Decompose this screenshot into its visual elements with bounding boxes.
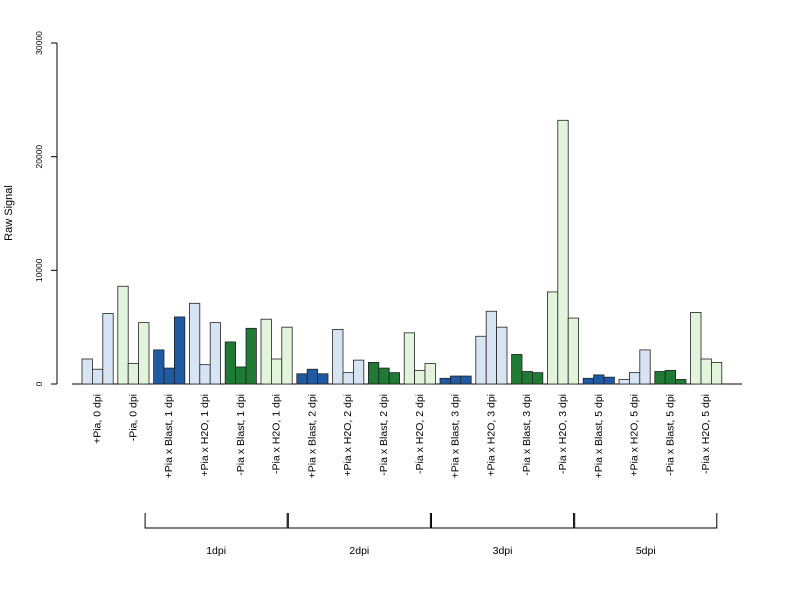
group-bracket (144, 513, 288, 529)
bar (163, 367, 175, 385)
bar (281, 326, 293, 385)
group-bracket (287, 513, 431, 529)
group-bracket-label: 5dpi (636, 545, 656, 557)
x-tick-label: -Pia x Blast, 5 dpi (664, 394, 676, 476)
bar (521, 371, 533, 385)
bar (117, 285, 129, 385)
bar (485, 310, 498, 385)
x-tick-label: -Pia x H2O, 5 dpi (700, 394, 712, 474)
bar (547, 291, 559, 385)
bar (711, 362, 723, 385)
y-axis-label: Raw Signal (3, 185, 15, 241)
bar (629, 372, 641, 385)
bar (403, 332, 416, 385)
x-tick-label: -Pia x H2O, 2 dpi (414, 394, 426, 474)
x-tick-label: +Pia x Blast, 5 dpi (593, 394, 605, 478)
bar (342, 372, 354, 385)
bar (388, 372, 401, 385)
bar (332, 329, 344, 385)
bar (102, 313, 114, 385)
bar (270, 358, 283, 385)
bar (475, 335, 487, 385)
x-tick-label: -Pia x Blast, 3 dpi (521, 394, 533, 476)
x-tick-label: -Pia x Blast, 1 dpi (235, 394, 247, 476)
bar (352, 359, 365, 385)
group-bracket (574, 513, 718, 529)
bar (449, 375, 462, 385)
bar (639, 349, 651, 385)
bar (127, 363, 139, 385)
x-tick-label: -Pia, 0 dpi (127, 394, 139, 441)
bar (173, 316, 186, 385)
bar (188, 302, 201, 385)
y-tick-label: 10000 (34, 258, 44, 282)
bar (235, 366, 247, 385)
bar (496, 326, 508, 385)
bar (675, 379, 687, 385)
bar (414, 369, 426, 385)
bar (81, 358, 93, 385)
bar (245, 327, 257, 385)
x-tick-label: +Pia, 0 dpi (92, 394, 104, 444)
x-tick-label: -Pia x H2O, 3 dpi (557, 394, 569, 474)
y-tick-label: 0 (34, 381, 44, 386)
bar (690, 311, 702, 385)
bar (593, 374, 605, 385)
bar (582, 377, 595, 385)
group-bracket (431, 513, 575, 529)
bar (306, 368, 319, 385)
group-bracket-label: 2dpi (349, 545, 369, 557)
bar (224, 341, 236, 385)
x-tick-label: +Pia x H2O, 2 dpi (342, 394, 354, 477)
x-tick-label: -Pia x Blast, 2 dpi (378, 394, 390, 476)
bar (557, 119, 569, 385)
x-tick-label: +Pia x Blast, 2 dpi (306, 394, 318, 478)
bar (460, 375, 472, 385)
bar (317, 373, 329, 385)
x-tick-label: +Pia x H2O, 1 dpi (199, 394, 211, 477)
bar (296, 373, 308, 385)
bar (439, 377, 451, 385)
bar (209, 322, 221, 385)
bar (378, 367, 390, 385)
x-tick-label: -Pia x H2O, 1 dpi (271, 394, 283, 474)
bar (138, 322, 150, 385)
x-tick-label: +Pia x Blast, 3 dpi (450, 394, 462, 478)
group-bracket-label: 1dpi (206, 545, 226, 557)
group-bracket-label: 3dpi (493, 545, 513, 557)
bar (532, 372, 544, 385)
bar (260, 318, 272, 385)
bar (511, 354, 523, 385)
bar (700, 358, 712, 385)
bar (567, 317, 580, 385)
bar (153, 349, 165, 385)
bar (367, 362, 380, 385)
y-tick-label: 20000 (34, 145, 44, 169)
bar (92, 368, 104, 385)
bar (603, 376, 615, 385)
x-tick-label: +Pia x Blast, 1 dpi (163, 394, 175, 478)
bar (424, 363, 436, 385)
x-tick-label: +Pia x H2O, 3 dpi (485, 394, 497, 477)
bar (654, 371, 666, 385)
y-tick-label: 30000 (34, 31, 44, 55)
bar (664, 369, 677, 385)
bar (618, 379, 630, 385)
bar (199, 364, 211, 385)
x-tick-label: +Pia x H2O, 5 dpi (629, 394, 641, 477)
